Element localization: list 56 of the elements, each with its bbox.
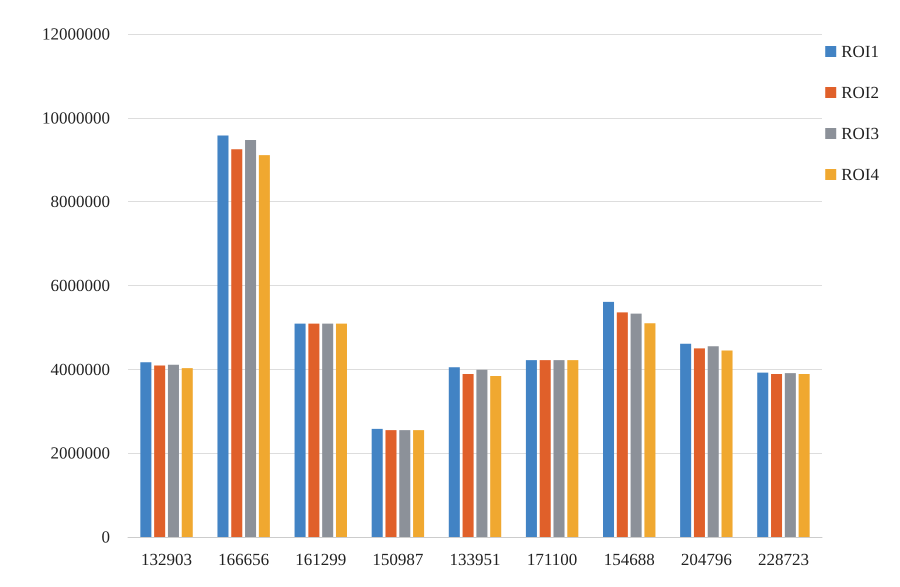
bar xyxy=(757,372,768,537)
bar xyxy=(294,324,306,537)
bar xyxy=(258,155,270,537)
bar xyxy=(603,302,614,537)
bar xyxy=(385,430,397,537)
x-tick-label: 166656 xyxy=(218,550,270,569)
bar xyxy=(336,324,347,537)
bar xyxy=(694,348,705,537)
bar xyxy=(540,360,551,537)
bar xyxy=(372,428,383,537)
bar xyxy=(217,135,228,537)
y-tick-label: 0 xyxy=(102,528,110,546)
bar xyxy=(168,364,179,537)
y-tick-label: 6000000 xyxy=(50,276,110,295)
bar xyxy=(680,344,692,537)
x-tick-label: 171100 xyxy=(526,550,578,569)
bar xyxy=(308,324,320,537)
bar xyxy=(490,376,502,537)
bar xyxy=(413,430,424,537)
bar xyxy=(630,314,642,537)
bar xyxy=(462,374,474,537)
bar xyxy=(616,312,628,537)
x-tick-label: 154688 xyxy=(604,550,655,569)
bar xyxy=(708,346,719,537)
x-tick-label: 132903 xyxy=(141,550,192,569)
bar xyxy=(798,374,810,537)
bar xyxy=(154,366,166,537)
bar xyxy=(245,140,256,537)
bar xyxy=(448,367,460,537)
x-tick-label: 228723 xyxy=(758,550,809,569)
y-tick-label: 4000000 xyxy=(50,360,110,379)
bar xyxy=(182,368,193,537)
y-tick-label: 12000000 xyxy=(42,24,110,44)
x-tick-label: 133951 xyxy=(450,550,500,569)
y-tick-label: 8000000 xyxy=(50,192,110,212)
x-tick-label: 161299 xyxy=(295,550,346,569)
bar xyxy=(771,374,782,537)
bar xyxy=(784,373,796,537)
x-tick-label: 204796 xyxy=(680,550,732,569)
legend-label: ROI1 xyxy=(841,42,880,61)
legend-label: ROI3 xyxy=(841,124,880,143)
bar xyxy=(722,350,733,537)
bar xyxy=(231,149,242,537)
bar xyxy=(140,362,152,537)
y-tick-label: 10000000 xyxy=(42,108,110,128)
y-tick-label: 2000000 xyxy=(50,444,110,463)
bar xyxy=(322,324,334,537)
bar xyxy=(567,360,578,537)
x-tick-label: 150987 xyxy=(372,550,424,569)
legend-label: ROI4 xyxy=(841,165,880,184)
bar xyxy=(526,360,537,537)
bar xyxy=(644,323,656,537)
bar xyxy=(553,360,565,537)
legend-label: ROI2 xyxy=(841,83,880,102)
bar xyxy=(399,430,410,537)
bar xyxy=(476,370,488,537)
